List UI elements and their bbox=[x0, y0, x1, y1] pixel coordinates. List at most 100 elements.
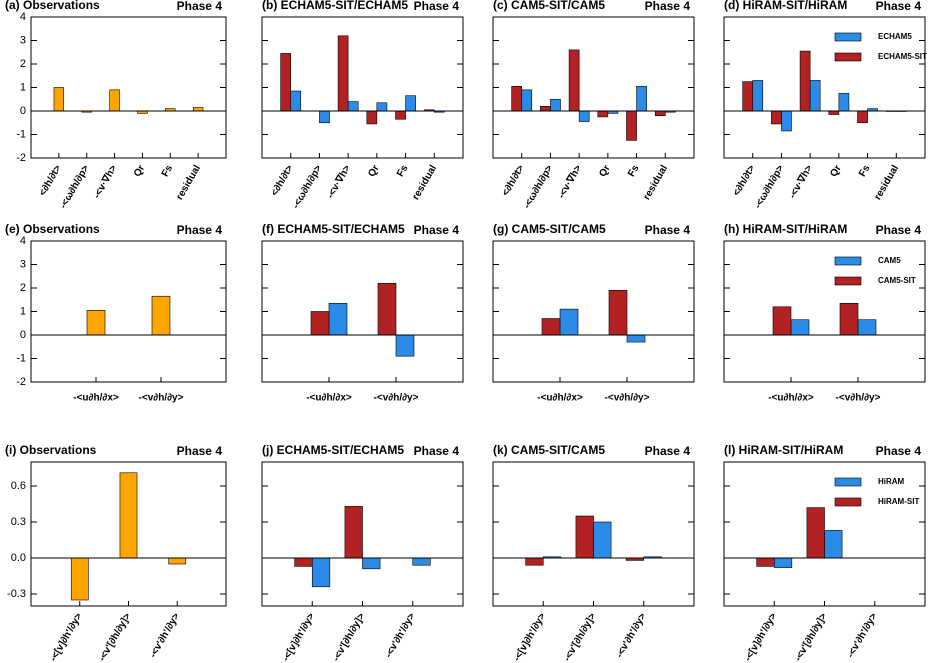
bar bbox=[362, 557, 381, 570]
x-tick-label: Fs bbox=[857, 163, 873, 179]
bar bbox=[857, 110, 868, 124]
y-tick-label: -0.3 bbox=[7, 588, 26, 600]
x-tick-label: -<v'∂h'/∂y> bbox=[614, 611, 648, 660]
legend-label: HiRAM bbox=[878, 477, 905, 486]
bar bbox=[366, 110, 378, 125]
bar bbox=[168, 557, 187, 565]
x-tick-label: -<[v]∂h'/∂y> bbox=[48, 611, 85, 663]
x-tick-label: Fs bbox=[395, 163, 411, 179]
y-tick-label: 2 bbox=[20, 282, 26, 294]
legend-swatch bbox=[834, 32, 862, 42]
bar bbox=[809, 80, 821, 112]
panel-title: (j) ECHAM5-SIT/ECHAM5 bbox=[262, 443, 404, 457]
y-tick-label: 1 bbox=[20, 305, 26, 317]
bar bbox=[771, 110, 782, 125]
bar bbox=[806, 507, 825, 559]
bar bbox=[838, 93, 850, 112]
bar bbox=[857, 319, 877, 336]
y-tick-label: -1 bbox=[16, 352, 26, 364]
x-tick-label: Qr bbox=[597, 163, 612, 179]
x-tick-label: <∂h/∂t> bbox=[37, 163, 63, 198]
panel-title: (k) CAM5-SIT/CAM5 bbox=[493, 443, 605, 457]
x-tick-label: -<[v]∂h'/∂y> bbox=[281, 611, 318, 663]
x-tick-label: -<ω∂h/∂p> bbox=[291, 163, 325, 210]
y-tick-label: 3 bbox=[20, 34, 26, 46]
x-tick-label: -<ω∂h/∂p> bbox=[753, 163, 787, 210]
bar bbox=[540, 106, 551, 112]
bar bbox=[568, 49, 580, 112]
bar bbox=[280, 53, 292, 112]
legend-label: CAM5-SIT bbox=[878, 276, 916, 285]
panel-subtitle: Phase 4 bbox=[876, 0, 922, 13]
x-tick-label: -<v·∇h> bbox=[556, 163, 584, 200]
legend-label: ECHAM5 bbox=[878, 32, 912, 41]
panel-title: (c) CAM5-SIT/CAM5 bbox=[493, 0, 605, 12]
bar bbox=[109, 89, 120, 112]
legend-swatch bbox=[834, 256, 862, 266]
x-tick-label: residual bbox=[410, 163, 439, 202]
panel-title: (h) HiRAM-SIT/HiRAM bbox=[724, 222, 847, 236]
bar bbox=[626, 334, 646, 343]
x-tick-label: -<v∂h/∂y> bbox=[605, 393, 650, 404]
panel-subtitle: Phase 4 bbox=[414, 0, 460, 13]
legend-swatch bbox=[834, 276, 862, 286]
y-tick-label: 4 bbox=[20, 11, 26, 23]
bar bbox=[192, 107, 204, 112]
bar bbox=[328, 302, 348, 336]
legend-swatch bbox=[834, 497, 862, 507]
bar bbox=[597, 110, 609, 118]
x-tick-label: -<u∂h/∂x> bbox=[768, 393, 814, 404]
panel-subtitle: Phase 4 bbox=[876, 444, 922, 458]
bar bbox=[311, 557, 331, 588]
y-tick-label: -2 bbox=[16, 152, 26, 164]
x-tick-label: -<v'[∂h/∂y]> bbox=[562, 611, 599, 663]
bar bbox=[654, 110, 666, 116]
panel-title: (b) ECHAM5-SIT/ECHAM5 bbox=[262, 0, 408, 12]
x-tick-label: -<v·∇h> bbox=[325, 163, 353, 200]
x-tick-label: -<v'∂h'/∂y> bbox=[845, 611, 879, 660]
panel-title: (d) HiRAM-SIT/HiRAM bbox=[724, 0, 847, 12]
panel-title: (a) Observations bbox=[5, 0, 100, 12]
panel-subtitle: Phase 4 bbox=[645, 223, 691, 237]
panel-title: (i) Observations bbox=[5, 443, 97, 457]
y-tick-label: 0 bbox=[20, 105, 26, 117]
bar bbox=[511, 86, 523, 112]
bar bbox=[790, 319, 810, 336]
legend-label: CAM5 bbox=[878, 256, 901, 265]
bar bbox=[151, 295, 171, 336]
x-tick-label: Fs bbox=[626, 163, 642, 179]
bar bbox=[294, 557, 313, 567]
y-tick-label: 0.3 bbox=[11, 516, 26, 528]
panel-subtitle: Phase 4 bbox=[645, 444, 691, 458]
x-tick-label: residual bbox=[641, 163, 670, 202]
x-tick-label: -<ω∂h/∂p> bbox=[58, 163, 92, 210]
bar bbox=[578, 110, 590, 122]
bar bbox=[525, 557, 544, 566]
x-tick-label: -<v∂h/∂y> bbox=[139, 393, 184, 404]
bar bbox=[575, 515, 594, 559]
x-tick-label: -<[v]∂h'/∂y> bbox=[743, 611, 780, 663]
bar bbox=[636, 86, 647, 112]
bar bbox=[53, 87, 65, 112]
bar bbox=[347, 101, 359, 112]
bar bbox=[310, 311, 330, 336]
bar bbox=[521, 89, 533, 112]
plot-frame bbox=[261, 240, 464, 383]
panel-subtitle: Phase 4 bbox=[414, 223, 460, 237]
bar bbox=[773, 557, 793, 568]
y-tick-label: 0.6 bbox=[11, 480, 26, 492]
bar bbox=[772, 306, 792, 336]
legend-swatch bbox=[834, 477, 862, 487]
x-tick-label: -<v'[∂h/∂y]> bbox=[331, 611, 368, 663]
y-tick-label: -1 bbox=[16, 128, 26, 140]
y-tick-label: -2 bbox=[16, 376, 26, 388]
y-tick-label: 4 bbox=[20, 235, 26, 247]
bar bbox=[752, 80, 764, 112]
bar bbox=[405, 95, 416, 112]
x-tick-label: -<v'[∂h/∂y]> bbox=[793, 611, 830, 663]
panel-title: (g) CAM5-SIT/CAM5 bbox=[493, 222, 606, 236]
plot-frame bbox=[492, 16, 695, 159]
x-tick-label: Fs bbox=[160, 163, 176, 179]
bar bbox=[344, 506, 363, 559]
